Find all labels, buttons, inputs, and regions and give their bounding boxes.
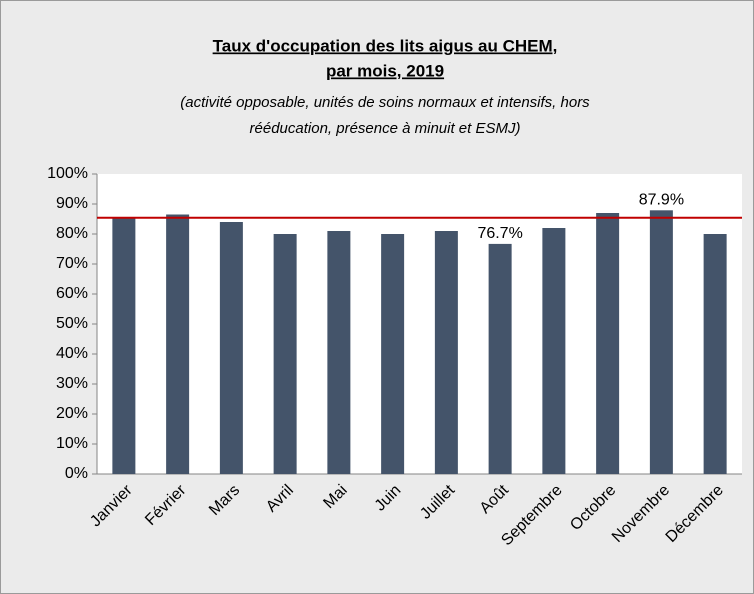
y-tick-label: 70% <box>56 255 88 272</box>
bar <box>542 228 566 474</box>
y-tick-label: 100% <box>47 165 88 182</box>
bar <box>381 234 405 474</box>
bar <box>327 231 351 474</box>
bar <box>703 234 727 474</box>
y-tick-label: 90% <box>56 195 88 212</box>
y-tick-label: 0% <box>65 465 88 482</box>
bar <box>112 217 136 474</box>
y-tick-label: 10% <box>56 435 88 452</box>
data-label: 76.7% <box>477 225 522 242</box>
y-tick-label: 60% <box>56 285 88 302</box>
bar <box>273 234 297 474</box>
chart-title: Taux d'occupation des lits aigus au CHEM… <box>213 36 558 55</box>
bar <box>219 222 243 474</box>
chart-subtitle: rééducation, présence à minuit et ESMJ) <box>250 120 521 137</box>
bar <box>166 214 190 474</box>
plot-area <box>97 174 742 474</box>
y-tick-label: 80% <box>56 225 88 242</box>
y-tick-label: 50% <box>56 315 88 332</box>
chart-title: par mois, 2019 <box>326 61 444 80</box>
y-tick-label: 40% <box>56 345 88 362</box>
bar <box>488 243 512 474</box>
data-label: 87.9% <box>639 192 684 209</box>
chart-subtitle: (activité opposable, unités de soins nor… <box>180 94 590 111</box>
y-tick-label: 30% <box>56 375 88 392</box>
bar <box>596 213 620 474</box>
bar <box>649 210 673 475</box>
bar <box>434 231 458 474</box>
y-tick-label: 20% <box>56 405 88 422</box>
